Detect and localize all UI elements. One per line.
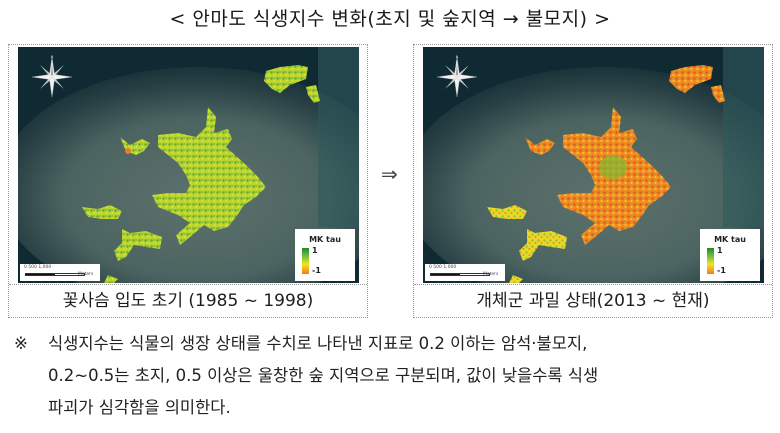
footnote-line-1: 식생지수는 식물의 생장 상태를 수치로 나타낸 지표로 0.2 이하는 암석·…	[48, 334, 588, 353]
legend-max-label: 1	[312, 246, 318, 255]
reference-mark-icon: ※	[14, 334, 28, 353]
transition-arrow-icon: ⇒	[381, 162, 398, 186]
legend-title: MK tau	[714, 235, 746, 244]
caption-current: 개체군 과밀 상태(2013 ~ 현재)	[414, 284, 772, 318]
scale-bar: 0 500 1,000 Meters	[20, 264, 100, 281]
footnote-line-2: 0.2~0.5는 초지, 0.5 이상은 울창한 숲 지역으로 구분되며, 값이…	[48, 366, 599, 385]
legend-color-ramp	[302, 248, 309, 274]
svg-text:N: N	[51, 55, 54, 59]
mk-tau-legend: MK tau 1 -1	[295, 229, 355, 281]
page-title: < 안마도 식생지수 변화(초지 및 숲지역 → 불모지) >	[169, 8, 611, 30]
legend-min-label: -1	[312, 266, 321, 275]
compass-rose-icon: N	[435, 55, 479, 99]
satellite-map-current: N 0 500 1,000 Meters MK tau 1 -1	[423, 47, 764, 283]
satellite-map-early: N 0 500 1,000 Meters MK tau 1 -1	[18, 47, 359, 283]
compass-rose-icon: N	[30, 55, 74, 99]
map-image	[18, 47, 359, 283]
mk-tau-legend: MK tau 1 -1	[700, 229, 760, 281]
legend-max-label: 1	[717, 246, 723, 255]
map-panel-early: N 0 500 1,000 Meters MK tau 1 -1 꽃사슴 입도 …	[8, 44, 368, 318]
legend-color-ramp	[707, 248, 714, 274]
legend-min-label: -1	[717, 266, 726, 275]
footnote-line-3: 파괴가 심각함을 의미한다.	[48, 398, 231, 417]
map-panel-current: N 0 500 1,000 Meters MK tau 1 -1 개체군 과밀 …	[413, 44, 773, 318]
scale-bar: 0 500 1,000 Meters	[425, 264, 505, 281]
caption-early: 꽃사슴 입도 초기 (1985 ~ 1998)	[9, 284, 367, 318]
footnote: ※ 식생지수는 식물의 생장 상태를 수치로 나타낸 지표로 0.2 이하는 암석…	[14, 328, 774, 424]
svg-text:N: N	[456, 55, 459, 59]
legend-title: MK tau	[309, 235, 341, 244]
